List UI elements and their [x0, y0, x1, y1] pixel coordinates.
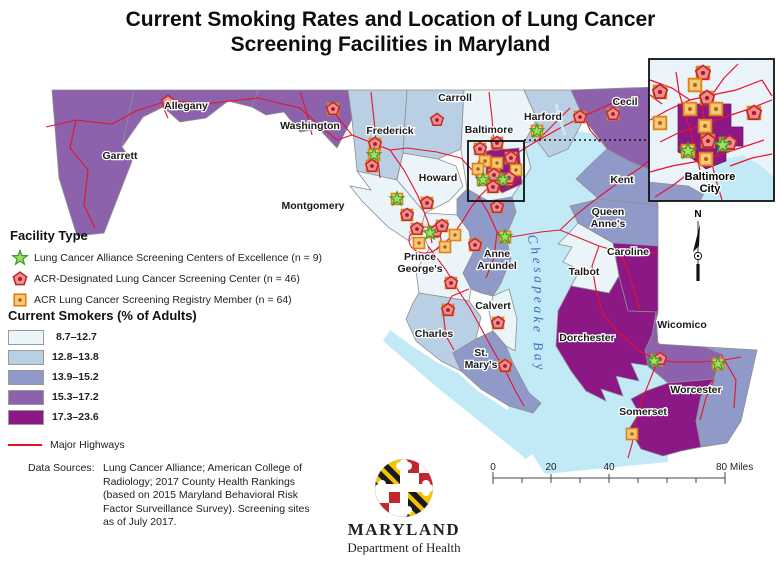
smokers-legend: Current Smokers (% of Adults) 8.7–12.7 1… — [8, 308, 197, 451]
label-montgomery: Montgomery — [282, 200, 345, 212]
inset-facility-markers — [651, 64, 763, 167]
class-swatch-3 — [8, 369, 44, 385]
county-talbot — [557, 222, 620, 294]
county-garrett — [51, 89, 135, 237]
north-label: N — [694, 209, 701, 220]
label-baltimore_co: Baltimore — [465, 124, 514, 136]
inset-label-baltimore: Baltimore — [685, 171, 736, 183]
data-sources: Data Sources: Lung Cancer Alliance; Amer… — [28, 462, 310, 530]
class-row-5: 17.3–23.6 — [8, 407, 197, 427]
logo-dept-name: Department of Health — [347, 540, 461, 555]
green-star-icon — [10, 248, 30, 266]
map-extras — [554, 103, 567, 136]
label-calvert: Calvert — [475, 300, 511, 312]
baltimore-zoom-box — [467, 140, 525, 202]
data-sources-text: Lung Cancer Alliance; American College o… — [103, 462, 310, 528]
title-line-2: Screening Facilities in Maryland — [230, 33, 551, 56]
class-swatch-5 — [8, 409, 44, 425]
red-pentagon-icon — [12, 270, 28, 285]
label-garrett: Garrett — [102, 150, 138, 162]
label-prince_georges: Prince George's — [397, 251, 442, 275]
major-highways-legend-item: Major Highways — [8, 439, 197, 451]
scale-0: 0 — [490, 462, 496, 473]
class-row-2: 12.8–13.8 — [8, 347, 197, 367]
legend-item-acr-designated-center: ACR-Designated Lung Cancer Screening Cen… — [10, 268, 322, 289]
label-anne_arundel: Anne Arundel — [477, 248, 517, 272]
logo-org-name: MARYLAND — [347, 520, 461, 539]
inset-label-city: City — [700, 183, 722, 195]
title-line-1: Current Smoking Rates and Location of Lu… — [125, 8, 656, 31]
highway-line-icon — [8, 444, 42, 446]
class-swatch-1 — [8, 329, 44, 345]
scale-20: 20 — [545, 462, 557, 473]
label-howard: Howard — [419, 172, 458, 184]
label-dorchester: Dorchester — [559, 332, 614, 344]
county-dorchester — [555, 274, 662, 402]
label-somerset: Somerset — [619, 406, 667, 418]
label-wicomico: Wicomico — [657, 319, 707, 331]
label-caroline: Caroline — [607, 246, 649, 258]
label-st_marys: St. Mary's — [465, 347, 498, 371]
baltimore-city-inset: Baltimore City — [648, 58, 775, 202]
label-charles: Charles — [415, 328, 454, 340]
yellow-square-icon — [13, 292, 27, 307]
label-worcester: Worcester — [670, 384, 721, 396]
scale-80-miles: 80 Miles — [716, 462, 753, 473]
smokers-legend-header: Current Smokers (% of Adults) — [8, 308, 197, 323]
scale-40: 40 — [603, 462, 615, 473]
data-sources-label: Data Sources: — [28, 462, 95, 474]
county-st_marys — [452, 330, 542, 414]
facility-markers — [160, 94, 727, 441]
label-washington: Washington — [280, 120, 340, 132]
label-queen_annes: Queen Anne's — [591, 206, 626, 230]
legend-item-centers-of-excellence: Lung Cancer Alliance Screening Centers o… — [10, 247, 322, 268]
maryland-flag-icon — [374, 458, 434, 518]
label-carroll: Carroll — [438, 92, 472, 104]
label-allegany: Allegany — [164, 100, 208, 112]
county-allegany — [121, 89, 259, 148]
class-row-3: 13.9–15.2 — [8, 367, 197, 387]
label-frederick: Frederick — [366, 125, 413, 137]
north-arrow: N — [693, 209, 703, 281]
county-montgomery — [349, 170, 426, 242]
facility-legend-header: Facility Type — [10, 228, 88, 243]
label-kent: Kent — [610, 174, 634, 186]
mdh-logo: MARYLAND Department of Health — [344, 458, 464, 556]
label-harford: Harford — [524, 111, 562, 123]
class-swatch-2 — [8, 349, 44, 365]
class-swatch-4 — [8, 389, 44, 405]
scale-bar: 0 20 40 80 Miles — [490, 462, 753, 484]
county-labels: Garrett Allegany Washington Frederick Carrol… — [101, 91, 723, 420]
facility-type-legend: Facility Type Lung Cancer Alliance Scree… — [10, 228, 322, 310]
label-talbot: Talbot — [569, 266, 600, 278]
figure-title: Current Smoking Rates and Location of Lu… — [0, 7, 781, 57]
class-row-1: 8.7–12.7 — [8, 327, 197, 347]
legend-item-acr-registry-member: ACR Lung Cancer Screening Registry Membe… — [10, 289, 322, 310]
class-row-4: 15.3–17.2 — [8, 387, 197, 407]
label-cecil: Cecil — [612, 96, 637, 108]
